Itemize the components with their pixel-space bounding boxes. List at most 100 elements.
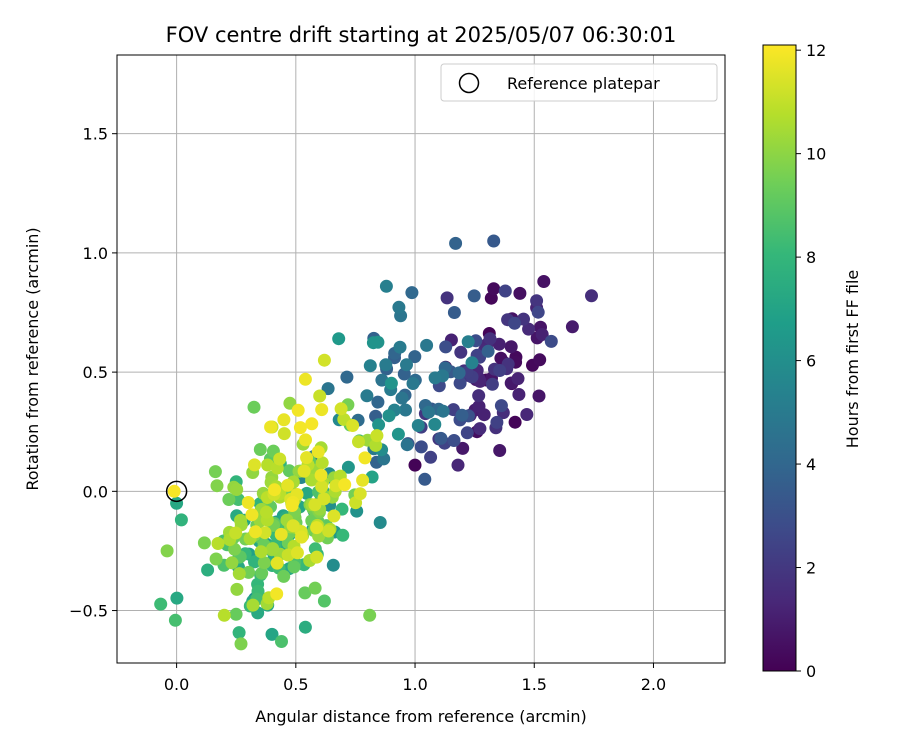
scatter-point	[371, 395, 385, 409]
scatter-point	[454, 345, 468, 359]
scatter-point	[372, 418, 386, 432]
scatter-point	[315, 456, 329, 470]
scatter-point	[246, 598, 260, 612]
reference-platepar-marker	[165, 480, 188, 503]
scatter-point	[270, 556, 284, 570]
scatter-point	[449, 236, 463, 250]
scatter-point	[277, 569, 291, 583]
scatter-point	[315, 480, 329, 494]
scatter-point	[338, 478, 352, 492]
scatter-point	[465, 356, 479, 370]
scatter-point	[379, 279, 393, 293]
scatter-point	[222, 493, 236, 506]
colorbar-tick-label: 4	[806, 455, 816, 474]
x-tick-label: 0.0	[164, 675, 189, 694]
colorbar: 0 2 4 6 8 10 12 Hours from first FF file	[762, 41, 862, 681]
scatter-point	[253, 443, 267, 456]
x-tick-label: 0.5	[283, 675, 308, 694]
y-tick-label: 0.5	[83, 363, 108, 382]
scatter-point	[382, 409, 396, 423]
colorbar-bar	[762, 44, 797, 672]
legend-open-circle-icon	[458, 72, 480, 94]
y-axis: −0.5 0.0 0.5 1.0 1.5	[69, 125, 117, 621]
x-tick-label: 1.5	[522, 675, 547, 694]
scatter-point	[393, 340, 407, 354]
scatter-point	[282, 464, 296, 478]
scatter-point	[247, 400, 261, 414]
scatter-point	[379, 358, 393, 372]
scatter-point	[308, 498, 322, 512]
scatter-point	[170, 591, 184, 605]
scatter-point	[585, 289, 598, 303]
scatter-point	[254, 545, 268, 559]
scatter-point	[230, 483, 244, 496]
scatter-point	[298, 586, 312, 600]
scatter-point	[456, 441, 470, 455]
plot-frame	[116, 54, 726, 664]
scatter-point	[268, 483, 281, 497]
scatter-point	[369, 438, 383, 452]
scatter-point	[487, 234, 501, 248]
scatter-point	[356, 473, 370, 487]
scatter-point	[273, 452, 287, 466]
colorbar-tick-label: 6	[806, 352, 816, 371]
scatter-point	[399, 403, 412, 417]
scatter-point	[336, 528, 350, 542]
scatter-point	[160, 544, 174, 558]
scatter-point	[522, 322, 536, 336]
scatter-point	[352, 435, 365, 449]
scatter-point	[285, 499, 299, 512]
scatter-point	[257, 556, 271, 570]
scatter-point	[266, 542, 280, 556]
scatter-point	[411, 419, 425, 432]
scatter-point	[532, 389, 546, 403]
scatter-point	[281, 478, 295, 492]
legend-box	[440, 63, 718, 102]
scatter-point	[392, 300, 406, 314]
scatter-point	[439, 340, 453, 354]
scatter-point	[317, 594, 331, 608]
scatter-point	[245, 508, 259, 522]
scatter-point	[490, 415, 504, 429]
scatter-point	[487, 282, 501, 296]
scatter-point	[208, 465, 222, 479]
scatter-point	[225, 556, 239, 570]
scatter-point	[260, 505, 273, 519]
y-tick-label: 1.0	[83, 244, 108, 263]
scatter-point	[452, 366, 466, 380]
scatter-point	[310, 550, 324, 564]
scatter-point	[530, 294, 544, 308]
scatter-point	[314, 468, 328, 482]
scatter-point	[295, 530, 308, 544]
scatter-point	[264, 420, 278, 434]
scatter-point	[341, 460, 355, 474]
scatter-point	[201, 563, 215, 577]
scatter-point	[300, 486, 314, 500]
scatter-point	[400, 438, 414, 452]
scatter-point	[428, 371, 442, 385]
scatter-point	[230, 582, 244, 596]
scatter-point	[275, 635, 288, 648]
scatter-point	[544, 334, 558, 348]
scatter-point	[308, 581, 322, 595]
y-tick-label: −0.5	[69, 602, 108, 621]
scatter-point	[363, 608, 377, 622]
scatter-point	[170, 496, 184, 510]
scatter-point	[321, 382, 335, 396]
scatter-point	[485, 377, 499, 391]
scatter-point	[436, 404, 450, 418]
colorbar-tick-label: 12	[806, 41, 826, 60]
scatter-point	[297, 464, 311, 478]
scatter-point	[473, 422, 487, 436]
scatter-point	[270, 587, 284, 601]
scatter-point	[315, 403, 329, 417]
scatter-point	[248, 458, 261, 472]
scatter-point	[154, 597, 168, 611]
scatter-point	[340, 370, 354, 384]
scatter-point	[406, 377, 420, 390]
scatter-point	[265, 627, 279, 641]
colorbar-tick-label: 8	[806, 248, 816, 267]
scatter-point	[353, 487, 367, 501]
scatter-point	[241, 496, 255, 509]
